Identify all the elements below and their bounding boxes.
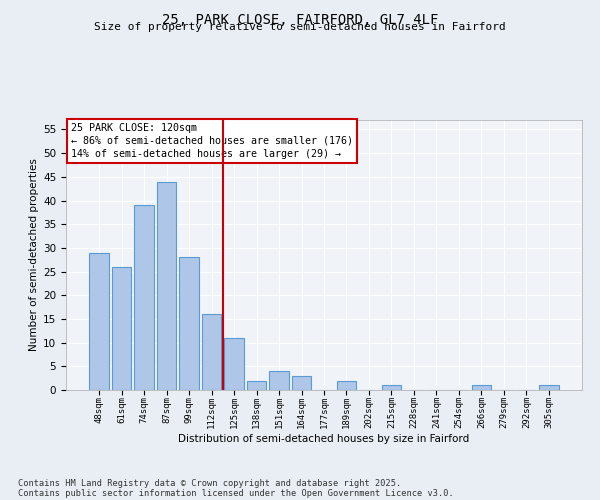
X-axis label: Distribution of semi-detached houses by size in Fairford: Distribution of semi-detached houses by … — [178, 434, 470, 444]
Text: Contains public sector information licensed under the Open Government Licence v3: Contains public sector information licen… — [18, 488, 454, 498]
Bar — [337, 380, 356, 390]
Bar — [539, 386, 559, 390]
Bar — [89, 252, 109, 390]
Bar — [269, 371, 289, 390]
Bar — [382, 386, 401, 390]
Bar — [247, 380, 266, 390]
Text: 25 PARK CLOSE: 120sqm
← 86% of semi-detached houses are smaller (176)
14% of sem: 25 PARK CLOSE: 120sqm ← 86% of semi-deta… — [71, 122, 353, 159]
Bar — [202, 314, 221, 390]
Bar — [134, 206, 154, 390]
Text: Contains HM Land Registry data © Crown copyright and database right 2025.: Contains HM Land Registry data © Crown c… — [18, 478, 401, 488]
Bar — [292, 376, 311, 390]
Text: Size of property relative to semi-detached houses in Fairford: Size of property relative to semi-detach… — [94, 22, 506, 32]
Text: 25, PARK CLOSE, FAIRFORD, GL7 4LF: 25, PARK CLOSE, FAIRFORD, GL7 4LF — [162, 12, 438, 26]
Bar — [157, 182, 176, 390]
Bar — [112, 267, 131, 390]
Bar — [472, 386, 491, 390]
Bar — [224, 338, 244, 390]
Bar — [179, 258, 199, 390]
Y-axis label: Number of semi-detached properties: Number of semi-detached properties — [29, 158, 39, 352]
